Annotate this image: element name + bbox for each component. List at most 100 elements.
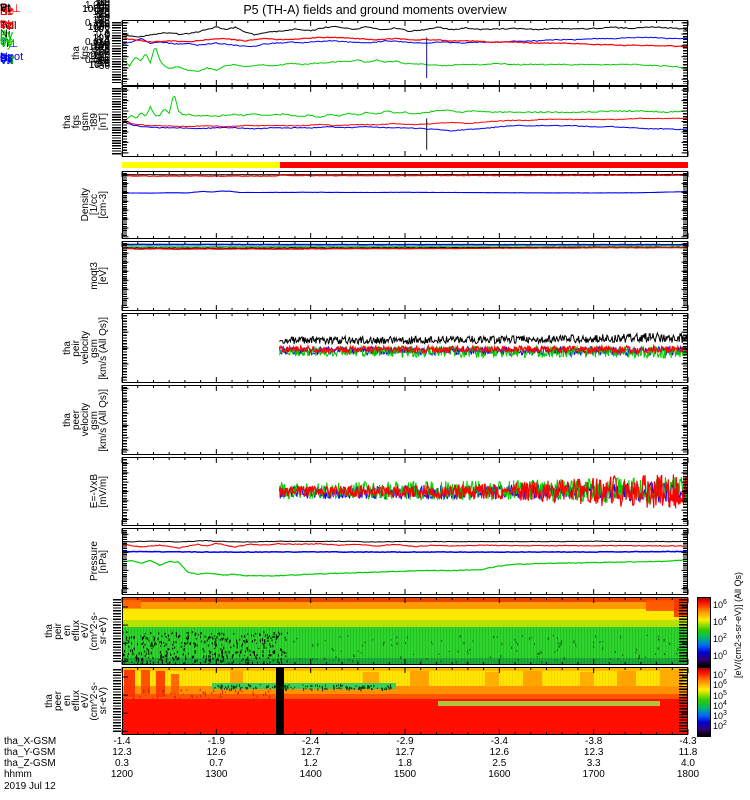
y-tick-label: 0.0	[96, 28, 110, 40]
legend-Vt: Vt	[0, 3, 11, 15]
y-tick-label: 104	[94, 0, 110, 9]
legend-Ez: Ez	[0, 6, 13, 18]
spectrogram-band	[122, 686, 688, 695]
series-Bz	[122, 117, 688, 128]
y-tick-label: 30	[98, 0, 110, 10]
legend-Vy: Vy	[0, 38, 13, 50]
axis-value: -2.4	[302, 736, 320, 747]
y-tick-label: 10-2	[92, 5, 110, 18]
axis-value: 12.3	[583, 747, 604, 758]
spectrogram-band	[122, 694, 688, 700]
y-tick-label: 10	[98, 19, 110, 31]
legend-Bt: Bt	[0, 2, 11, 14]
spectrogram-feature	[275, 667, 285, 735]
axis-value: -4.3	[679, 736, 697, 747]
series-by	[122, 47, 688, 72]
y-tick-label: 100	[93, 40, 110, 52]
y-tick-label: -0.5	[92, 37, 110, 49]
y-tick-label: 100	[94, 13, 110, 27]
legend-Vx: Vx	[0, 55, 13, 67]
legend-Vy: Vy	[0, 38, 13, 50]
y-axis-labels: 1.000 0.100 0.010 0.001	[0, 0, 110, 67]
axis-minor-ticks	[123, 88, 127, 155]
y-tick-label: 10-12	[88, 49, 110, 62]
axis-value: 0.7	[209, 758, 224, 769]
axis-row-label: tha_Z-GSM	[4, 758, 56, 769]
series-Vz	[279, 343, 688, 356]
y-tick-label: 10-4	[92, 14, 110, 27]
legend-By: By	[0, 30, 13, 42]
legend-Ex: Ex	[0, 52, 13, 64]
axis-value: 1.8	[398, 758, 412, 769]
axis-minor-ticks	[683, 173, 687, 237]
spectrogram-feature	[645, 599, 688, 611]
y-tick-label: -10	[95, 39, 110, 51]
colorbar-tick-label: 106	[713, 679, 727, 691]
axis-value: 1400	[299, 769, 322, 780]
colorbar-tick-label: 104	[713, 616, 727, 628]
y-tick-label: 0	[104, 29, 110, 40]
y-axis-title-line: sr-eV)	[98, 687, 109, 715]
legend-Ey: Ey	[0, 29, 13, 41]
y-tick-label: 1000	[87, 22, 110, 34]
spectrogram-feature	[155, 671, 166, 697]
y-tick-label: -10	[95, 41, 110, 53]
legend-by: by	[0, 35, 12, 47]
y-tick-label: 50	[98, 13, 110, 25]
fgs-gsm-plot	[121, 20, 689, 86]
y-axis-labels: 50 0 -50	[0, 0, 110, 70]
legend: Ne Ni Npot	[0, 6, 50, 136]
axis-value: 2.5	[492, 758, 507, 769]
y-tick-label: 10	[98, 19, 110, 31]
axis-value: 1200	[110, 769, 134, 780]
spectrogram-texture	[122, 670, 688, 688]
axis-row-label: tha_X-GSM	[4, 736, 57, 747]
y-tick-label: 0.0	[96, 59, 110, 71]
legend-Npot: Npot	[0, 51, 24, 63]
legend-Vz: Vz	[0, 20, 13, 32]
legend-Pb: Pb	[0, 19, 14, 31]
colorbar-tick-label: 104	[713, 699, 727, 711]
series-bx	[122, 36, 688, 48]
y-tick-label: 20	[98, 8, 110, 20]
colorbar-tick-label: 100	[713, 650, 727, 662]
y-tick-label: 1.000	[84, 0, 110, 12]
axis-row-label: tha_Y-GSM	[4, 747, 56, 758]
axis-minor-ticks	[683, 459, 687, 524]
y-tick-label: 0.010	[84, 36, 110, 48]
axis-value: 3.3	[586, 758, 601, 769]
axis-minor-ticks	[679, 599, 687, 663]
y-tick-label: 10-2	[92, 22, 110, 36]
spectrogram-feature	[123, 669, 136, 697]
legend-bz: bz	[0, 19, 12, 31]
peer-spectrogram-axes	[121, 667, 689, 735]
axis-minor-ticks	[683, 22, 687, 84]
colorbar-tick-label: 102	[713, 720, 727, 732]
legend-Pt: Pt	[0, 2, 11, 14]
axis-minor-ticks	[683, 530, 687, 593]
spectrogram-feature	[659, 670, 684, 688]
axis-minor-ticks	[113, 669, 121, 733]
axis-value: 12.7	[300, 747, 321, 758]
axis-value: 1.2	[303, 758, 318, 769]
y-tick-label: 10-4	[92, 31, 110, 45]
axis-minor-ticks	[123, 173, 127, 237]
axis-minor-ticks	[123, 22, 127, 84]
spectrogram-band	[122, 608, 688, 621]
legend-Bx: Bx	[0, 53, 13, 65]
axis-minor-ticks	[123, 459, 127, 524]
y-tick-label: 0.2	[96, 46, 110, 58]
y-axis-labels: 30 20 10 0 -10 -20 -30	[0, 0, 110, 71]
y-tick-label: 10-8	[92, 50, 110, 63]
legend: Pt Pb Pe Pi	[0, 3, 50, 134]
series-Pi	[122, 550, 688, 554]
spectrogram-feature	[211, 683, 396, 690]
axis-value: 1800	[676, 769, 700, 780]
